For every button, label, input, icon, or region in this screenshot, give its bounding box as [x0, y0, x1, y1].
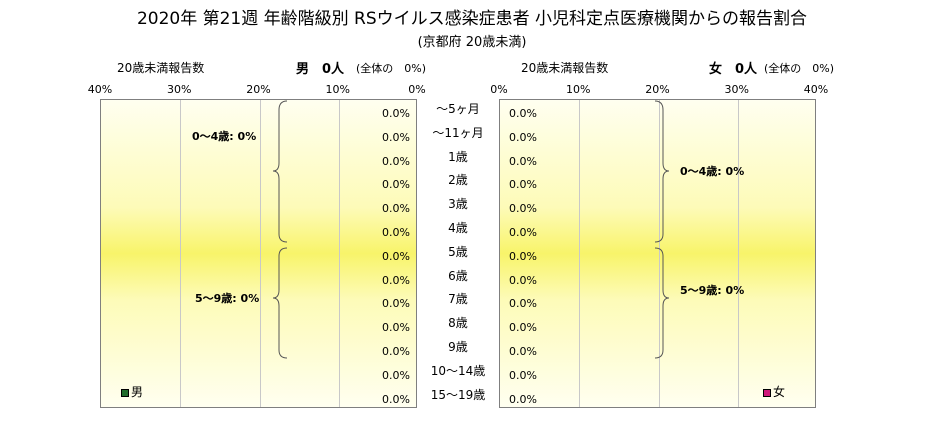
- female-value-label: 0.0%: [509, 297, 537, 311]
- female-value-label: 0.0%: [509, 321, 537, 335]
- age-category-label: 4歳: [448, 221, 468, 235]
- gridline: [259, 100, 261, 407]
- female-bracket-5-9: [654, 247, 670, 359]
- female-x-tick-label: 30%: [724, 83, 749, 96]
- male-total: 男 0人: [296, 62, 345, 77]
- gridline: [338, 100, 340, 407]
- male-value-label: 0.0%: [382, 154, 410, 168]
- male-bracket-5-9: [272, 247, 288, 359]
- gridline: [658, 100, 660, 407]
- male-bracket-0-4: [272, 100, 288, 243]
- female-plot-area: [499, 99, 816, 408]
- male-value-label: 0.0%: [382, 392, 410, 406]
- female-value-label: 0.0%: [509, 345, 537, 358]
- female-value-label: 0.0%: [509, 202, 537, 216]
- age-category-label: 5歳: [448, 244, 468, 259]
- female-legend: 女: [763, 383, 785, 400]
- age-category-label: 15～19歳: [430, 387, 486, 402]
- female-legend-swatch: [763, 388, 771, 397]
- male-value-label: 0.0%: [382, 368, 410, 382]
- male-legend-swatch: [121, 388, 129, 397]
- male-value-label: 0.0%: [382, 297, 410, 311]
- female-value-label: 0.0%: [509, 249, 537, 263]
- male-legend: 男: [121, 383, 143, 400]
- female-bracket-label-5-9: 5～9歳: 0%: [680, 284, 745, 297]
- female-x-tick-label: 10%: [566, 83, 591, 96]
- age-category-label: 1歳: [448, 149, 468, 164]
- gridline: [737, 100, 739, 407]
- male-share: (全体の 0%): [356, 62, 427, 75]
- chart-title: 2020年 第21週 年齢階級別 RSウイルス感染症患者 小児科定点医療機関から…: [136, 9, 808, 29]
- female-value-label: 0.0%: [509, 178, 537, 192]
- female-x-tick-label: 20%: [645, 83, 670, 96]
- female-value-label: 0.0%: [509, 130, 537, 144]
- male-value-label: 0.0%: [382, 107, 410, 120]
- age-category-label: ～11ヶ月: [432, 125, 484, 140]
- female-value-label: 0.0%: [509, 368, 537, 382]
- female-x-tick-label: 0%: [490, 83, 508, 96]
- male-bracket-label-5-9: 5～9歳: 0%: [195, 292, 260, 305]
- age-category-label: ～5ヶ月: [436, 102, 480, 116]
- female-value-label: 0.0%: [509, 392, 537, 406]
- male-value-label: 0.0%: [382, 273, 410, 287]
- male-value-label: 0.0%: [382, 202, 410, 216]
- female-count-label: 20歳未満報告数: [521, 61, 609, 75]
- gridline: [579, 100, 581, 407]
- male-plot-area: [100, 99, 417, 408]
- age-category-label: 6歳: [448, 268, 468, 283]
- age-category-label: 2歳: [448, 173, 468, 188]
- female-bracket-label-0-4: 0～4歳: 0%: [680, 165, 745, 178]
- age-category-label: 3歳: [448, 197, 468, 212]
- female-value-label: 0.0%: [509, 154, 537, 168]
- female-value-label: 0.0%: [509, 107, 537, 120]
- age-category-label: 8歳: [448, 316, 468, 331]
- male-x-tick-label: 10%: [325, 83, 350, 96]
- gridline: [180, 100, 182, 407]
- chart-subtitle: (京都府 20歳未満): [417, 35, 527, 50]
- male-x-tick-label: 30%: [167, 83, 192, 96]
- age-category-label: 10～14歳: [430, 363, 486, 378]
- female-legend-label: 女: [773, 385, 786, 399]
- male-x-tick-label: 0%: [408, 83, 426, 96]
- female-share: (全体の 0%): [764, 62, 835, 75]
- male-count-label: 20歳未満報告数: [117, 61, 205, 75]
- male-value-label: 0.0%: [382, 249, 410, 263]
- female-value-label: 0.0%: [509, 273, 537, 287]
- female-bracket-0-4: [654, 100, 670, 243]
- age-category-label: 9歳: [448, 340, 468, 354]
- female-value-label: 0.0%: [509, 226, 537, 239]
- male-legend-label: 男: [131, 385, 144, 399]
- male-value-label: 0.0%: [382, 178, 410, 192]
- male-value-label: 0.0%: [382, 345, 410, 358]
- female-x-tick-label: 40%: [803, 83, 829, 96]
- male-bracket-label-0-4: 0～4歳: 0%: [192, 130, 257, 143]
- female-total: 女 0人: [709, 62, 758, 77]
- male-value-label: 0.0%: [382, 321, 410, 335]
- male-value-label: 0.0%: [382, 226, 410, 239]
- male-value-label: 0.0%: [382, 130, 410, 144]
- age-category-label: 7歳: [448, 292, 468, 307]
- male-x-tick-label: 20%: [246, 83, 271, 96]
- male-x-tick-label: 40%: [87, 83, 113, 96]
